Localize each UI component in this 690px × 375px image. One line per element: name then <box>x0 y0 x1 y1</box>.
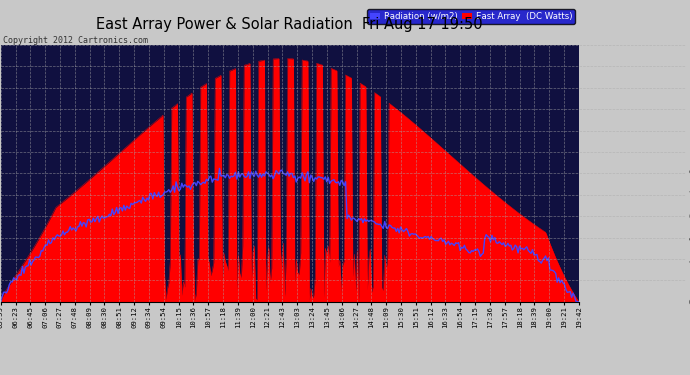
Legend: Radiation (w/m2), East Array  (DC Watts): Radiation (w/m2), East Array (DC Watts) <box>367 9 575 24</box>
Text: Copyright 2012 Cartronics.com: Copyright 2012 Cartronics.com <box>3 36 148 45</box>
Text: East Array Power & Solar Radiation  Fri Aug 17 19:50: East Array Power & Solar Radiation Fri A… <box>97 17 483 32</box>
